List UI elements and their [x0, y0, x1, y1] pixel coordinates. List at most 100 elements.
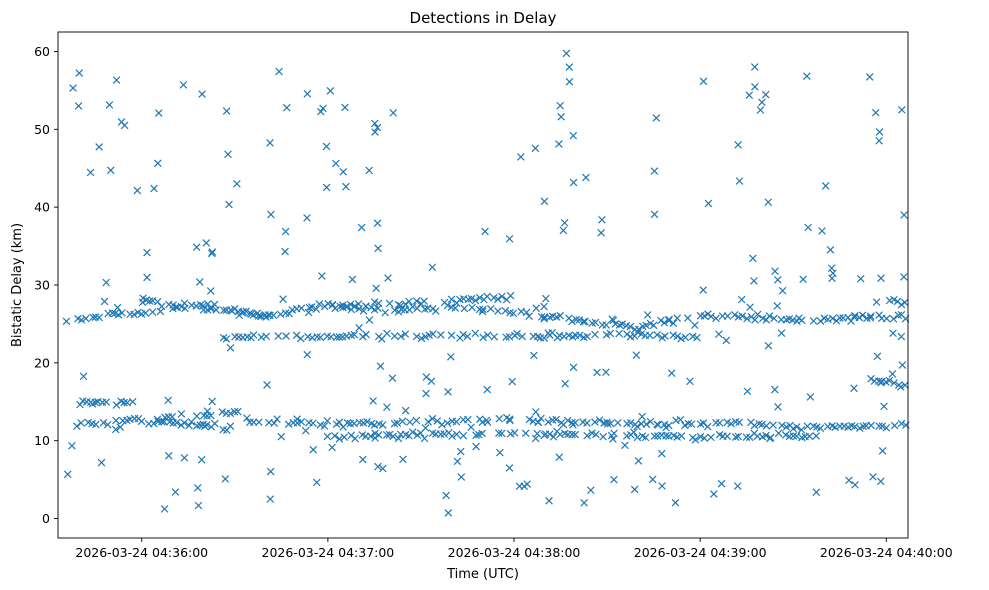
- data-point: [143, 273, 151, 282]
- data-point: [383, 403, 391, 411]
- data-point: [789, 432, 798, 440]
- data-point: [483, 418, 492, 427]
- data-point: [221, 475, 230, 483]
- data-point: [531, 434, 540, 443]
- data-point: [227, 307, 236, 315]
- data-point: [408, 302, 417, 311]
- data-point: [750, 421, 759, 430]
- data-point: [335, 333, 344, 341]
- data-point: [845, 476, 853, 485]
- data-point: [401, 406, 410, 415]
- data-point: [378, 421, 387, 429]
- data-point: [723, 432, 732, 441]
- data-point: [141, 309, 150, 317]
- data-point: [581, 317, 589, 326]
- data-point: [756, 106, 765, 114]
- data-point: [412, 416, 421, 425]
- data-point: [75, 69, 84, 77]
- data-point: [478, 307, 487, 316]
- data-point: [106, 166, 115, 175]
- data-point: [390, 332, 399, 340]
- data-point: [192, 243, 201, 252]
- data-point: [200, 411, 208, 420]
- data-point: [381, 308, 390, 317]
- data-point: [804, 223, 812, 232]
- data-point: [894, 311, 903, 320]
- data-point: [890, 379, 898, 387]
- data-point: [699, 77, 708, 86]
- data-point: [889, 315, 898, 323]
- data-point: [149, 419, 158, 428]
- data-point: [111, 425, 120, 434]
- data-point: [315, 300, 324, 308]
- data-point: [901, 381, 909, 389]
- data-point: [540, 431, 549, 440]
- data-point: [897, 300, 906, 309]
- data-point: [456, 447, 465, 456]
- data-point: [303, 214, 311, 222]
- data-point: [79, 372, 88, 381]
- data-point: [371, 429, 379, 438]
- data-point: [335, 418, 344, 427]
- data-point: [137, 417, 146, 426]
- data-point: [452, 417, 461, 426]
- data-point: [621, 441, 629, 450]
- data-point: [389, 109, 398, 117]
- data-point: [197, 455, 206, 464]
- data-point: [117, 118, 126, 126]
- data-point: [233, 179, 241, 188]
- data-point: [207, 303, 215, 312]
- data-point: [312, 478, 321, 487]
- data-point: [436, 331, 445, 339]
- data-point: [196, 300, 205, 309]
- data-point: [671, 498, 680, 507]
- data-point: [343, 419, 352, 427]
- data-point: [348, 275, 357, 284]
- data-point: [715, 330, 723, 338]
- data-point: [413, 304, 422, 313]
- data-point: [669, 431, 678, 440]
- data-point: [408, 428, 417, 437]
- data-point: [809, 317, 818, 325]
- data-point: [633, 422, 642, 431]
- data-point: [579, 317, 588, 326]
- data-point: [565, 77, 574, 86]
- data-point: [479, 305, 487, 314]
- data-point: [429, 330, 437, 338]
- data-point: [704, 310, 712, 318]
- data-point: [97, 458, 106, 467]
- data-point: [401, 300, 410, 309]
- data-point: [467, 423, 475, 432]
- data-point: [143, 248, 151, 257]
- data-point: [866, 314, 875, 322]
- data-point: [859, 422, 868, 431]
- data-point: [888, 370, 897, 378]
- y-tick-label: 50: [34, 122, 50, 137]
- data-point: [555, 453, 564, 461]
- data-point: [568, 317, 576, 326]
- data-point: [710, 490, 718, 498]
- data-point: [373, 219, 382, 228]
- data-point: [743, 314, 751, 323]
- data-point: [457, 473, 466, 481]
- data-point: [433, 417, 442, 425]
- data-point: [483, 331, 492, 339]
- data-point: [657, 449, 666, 458]
- y-tick-label: 30: [34, 278, 50, 293]
- data-point: [316, 333, 325, 342]
- data-point: [359, 332, 367, 341]
- data-point: [826, 245, 835, 254]
- data-point: [897, 332, 906, 341]
- data-point: [661, 332, 669, 340]
- data-point: [623, 330, 631, 339]
- data-point: [901, 298, 909, 307]
- data-point: [537, 414, 545, 423]
- data-point: [498, 429, 506, 438]
- data-point: [885, 376, 894, 385]
- data-point: [249, 331, 258, 339]
- data-point: [277, 432, 286, 441]
- data-point: [156, 307, 165, 316]
- data-point: [766, 434, 774, 443]
- data-point: [394, 434, 403, 443]
- data-point: [171, 488, 180, 496]
